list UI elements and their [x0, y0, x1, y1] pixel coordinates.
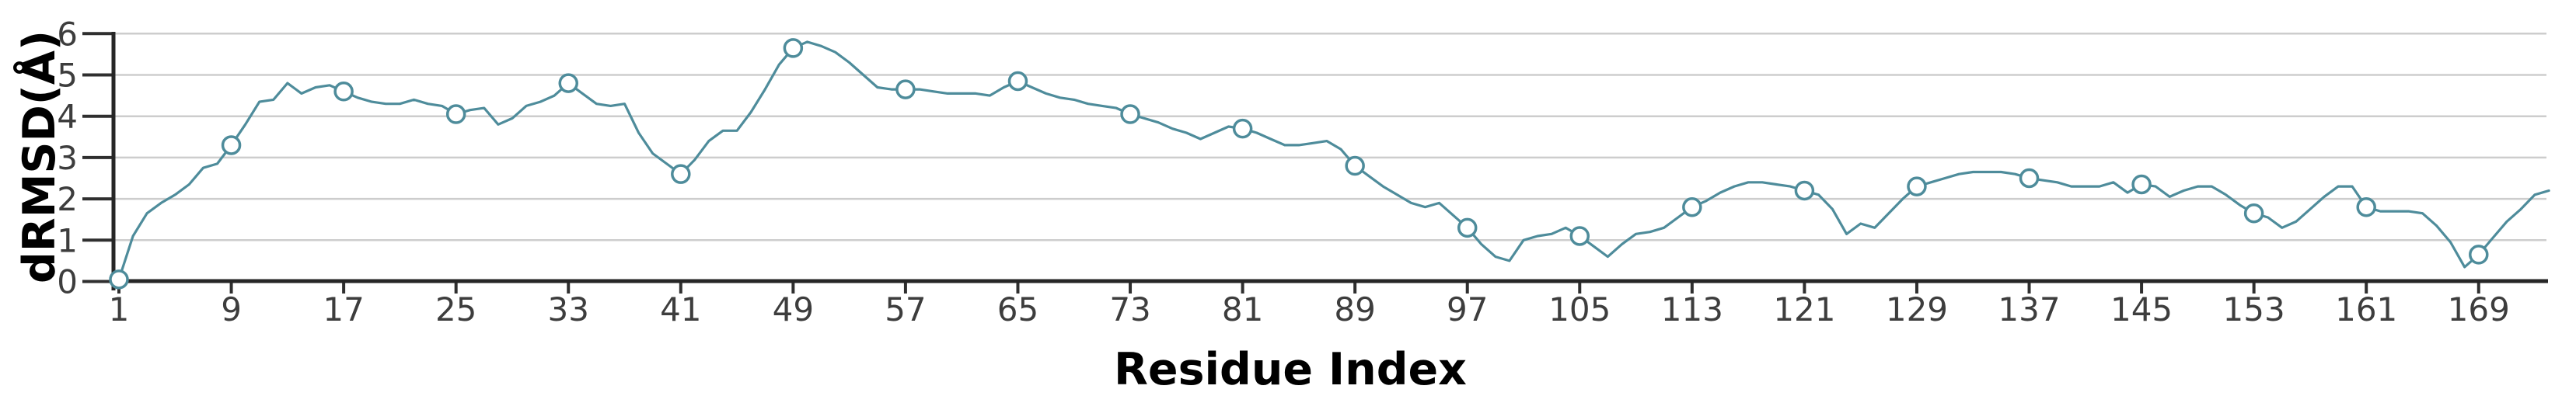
y-tick-label: 2 — [57, 180, 78, 218]
data-point-marker — [2356, 196, 2376, 217]
x-tick-label: 105 — [1548, 290, 1611, 328]
data-point-marker — [2019, 168, 2040, 189]
data-point-marker — [1007, 71, 1028, 92]
data-point-marker — [2131, 174, 2152, 195]
data-point-marker — [109, 269, 129, 290]
y-tick-label: 1 — [57, 221, 78, 259]
gridlines — [114, 33, 2546, 241]
x-tick-label: 57 — [885, 290, 926, 328]
data-point-markers — [109, 38, 2489, 290]
x-axis-title: Residue Index — [1114, 344, 1467, 395]
x-tick-label: 25 — [435, 290, 476, 328]
data-point-marker — [1345, 155, 1365, 176]
x-tick-label: 97 — [1447, 290, 1488, 328]
x-tick-label: 17 — [323, 290, 364, 328]
y-tick-label: 5 — [57, 57, 78, 95]
x-tick-label: 41 — [660, 290, 701, 328]
x-tick-label: 81 — [1222, 290, 1263, 328]
data-point-marker — [558, 73, 578, 93]
data-point-marker — [1457, 217, 1478, 238]
x-tick-label: 137 — [1998, 290, 2060, 328]
x-tick-label: 65 — [997, 290, 1038, 328]
data-point-marker — [1907, 176, 1927, 196]
x-tick-label: 121 — [1773, 290, 1835, 328]
data-point-marker — [783, 38, 804, 58]
data-point-marker — [1569, 226, 1590, 246]
x-tick-label: 153 — [2223, 290, 2285, 328]
x-tick-label: 49 — [773, 290, 814, 328]
y-tick-label: 6 — [57, 15, 78, 53]
x-tick-label: 9 — [221, 290, 242, 328]
data-point-marker — [671, 164, 691, 184]
data-point-marker — [221, 135, 242, 155]
x-tick-label: 169 — [2448, 290, 2510, 328]
x-tick-label: 129 — [1886, 290, 1948, 328]
y-axis-title: dRMSD(Å) — [12, 30, 65, 283]
data-point-marker — [2469, 245, 2489, 265]
data-point-marker — [1120, 104, 1140, 124]
x-tick-label: 1 — [109, 290, 130, 328]
data-point-marker — [1682, 196, 1702, 217]
drmsd-series-line — [117, 40, 2550, 281]
data-point-marker — [445, 104, 466, 124]
x-tick-label: 89 — [1334, 290, 1375, 328]
data-point-marker — [2243, 203, 2264, 224]
data-point-marker — [1794, 180, 1815, 201]
data-point-marker — [895, 79, 916, 99]
x-tick-label: 33 — [548, 290, 589, 328]
y-tick-label: 4 — [57, 98, 78, 136]
data-point-marker — [333, 82, 354, 102]
data-point-marker — [1232, 118, 1253, 139]
x-tick-label: 145 — [2110, 290, 2173, 328]
x-axis-ticks: 1 9 17 25 33 41 49 57 65 73 81 89 97 105 113 121 129 137 1… — [109, 281, 2510, 328]
y-tick-label: 3 — [57, 139, 78, 177]
y-tick-label: 0 — [57, 263, 78, 301]
x-tick-label: 73 — [1109, 290, 1150, 328]
x-tick-label: 113 — [1661, 290, 1723, 328]
x-tick-label: 161 — [2335, 290, 2397, 328]
